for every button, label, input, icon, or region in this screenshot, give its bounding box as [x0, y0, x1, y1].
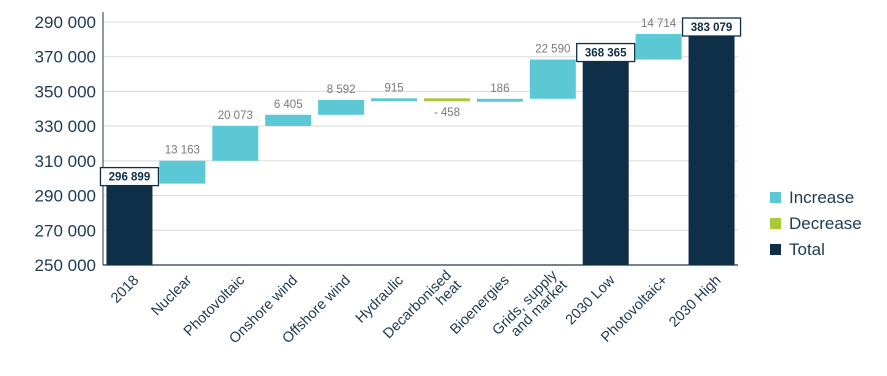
- increase-value-label: 22 590: [535, 44, 570, 56]
- total-bar: [106, 183, 153, 265]
- increase-value-label: 13 163: [165, 145, 200, 157]
- x-category-label: 2018: [108, 273, 142, 307]
- y-tick-label: 270 000: [35, 221, 96, 240]
- x-category-label: 2030 High: [666, 273, 724, 331]
- total-bar: [688, 34, 735, 265]
- decrease-legend-swatch: [770, 218, 781, 229]
- x-category-label: Nuclear: [149, 272, 196, 319]
- increase-value-label: 6 405: [274, 99, 303, 111]
- increase-bar: [318, 99, 365, 115]
- total-value-label: 383 079: [691, 22, 733, 34]
- increase-value-label: 186: [490, 83, 509, 95]
- decrease-value-label: - 458: [434, 107, 460, 119]
- total-label-box: [99, 166, 160, 187]
- increase-value-label: 20 073: [218, 110, 253, 122]
- increase-bar: [529, 59, 576, 99]
- total-bar: [582, 59, 629, 265]
- x-category-label: 2030 Low: [563, 272, 619, 328]
- increase-bar: [159, 160, 206, 184]
- increase-legend-swatch: [770, 192, 781, 203]
- total-label-box: [681, 17, 742, 37]
- total-legend-swatch: [770, 244, 781, 255]
- increase-value-label: 14 714: [641, 18, 677, 30]
- bars: [106, 34, 735, 265]
- gridlines: [102, 12, 738, 266]
- total-value-label: 296 899: [109, 172, 151, 184]
- y-tick-label: 290 000: [35, 13, 96, 32]
- y-tick-label: 310 000: [35, 152, 96, 171]
- increase-bar: [371, 98, 418, 102]
- increase-value-label: 8 592: [327, 84, 356, 96]
- y-tick-label: 350 000: [35, 82, 96, 101]
- increase-value-label: 915: [384, 82, 403, 94]
- increase-bar: [212, 125, 259, 161]
- y-tick-label: 290 000: [35, 187, 96, 206]
- y-tick-label: 330 000: [35, 117, 96, 136]
- y-tick-label: 370 000: [35, 48, 96, 67]
- decrease-legend-label: Decrease: [789, 214, 862, 233]
- decrease-bar: [423, 98, 470, 102]
- increase-legend-label: Increase: [789, 188, 854, 207]
- total-legend-label: Total: [789, 240, 825, 259]
- legend: Increase Decrease Total: [770, 188, 862, 259]
- increase-bar: [476, 98, 523, 102]
- value-labels: 296 899 13 163 20 073 6 405 8 592 915 - 458 186…: [99, 17, 742, 187]
- y-axis-tick-labels: 250 000 270 000 290 000 310 000 330 000 350 0…: [35, 13, 96, 275]
- y-tick-label: 250 000: [35, 256, 96, 275]
- increase-bar: [635, 34, 682, 60]
- total-label-box: [576, 42, 636, 63]
- increase-bar: [265, 114, 312, 126]
- total-value-label: 368 365: [585, 48, 627, 60]
